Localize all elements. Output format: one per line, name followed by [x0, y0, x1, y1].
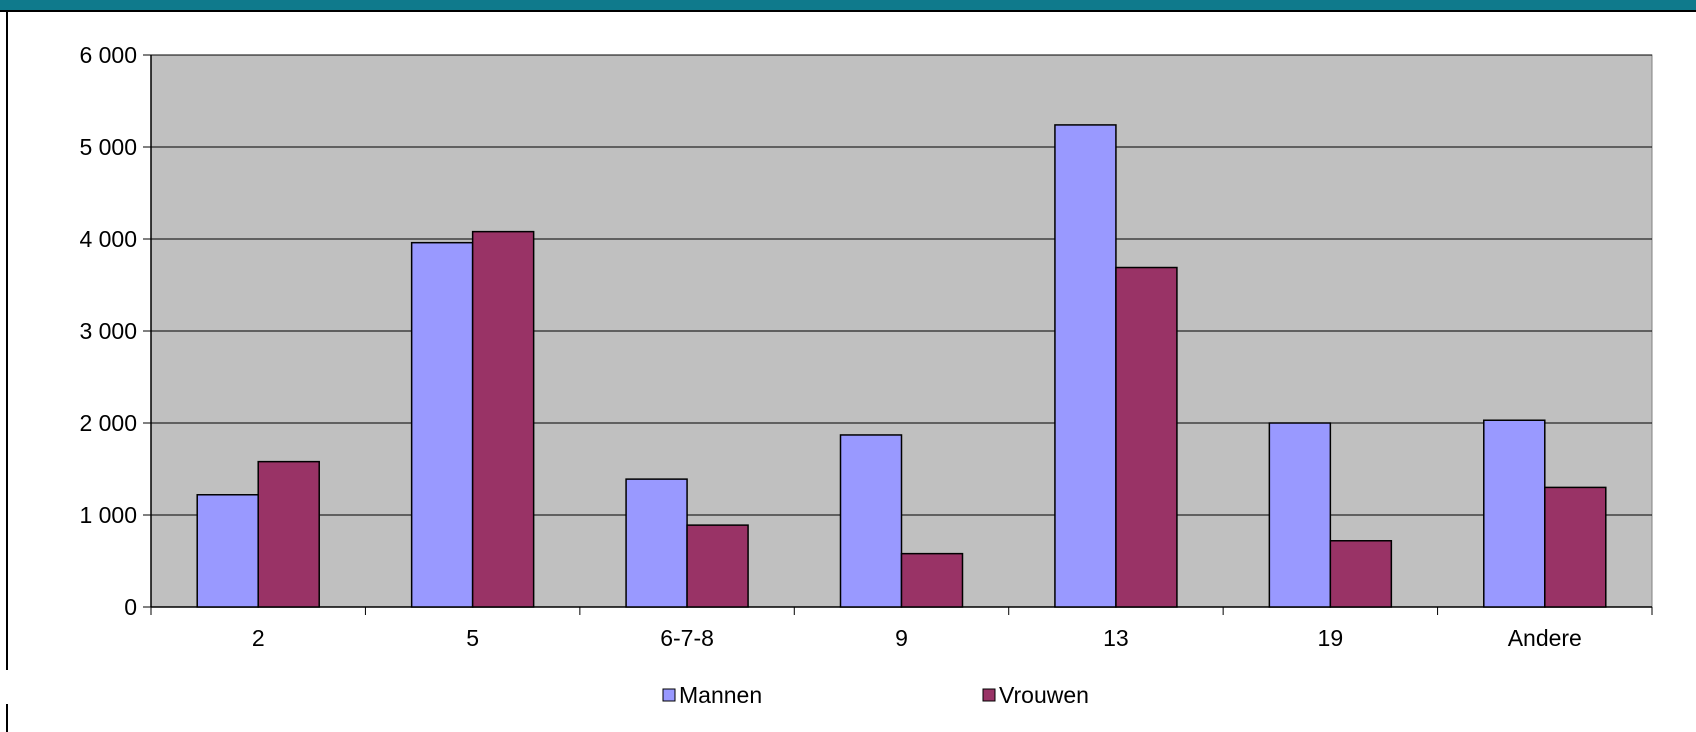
y-tick-label: 5 000	[79, 134, 137, 160]
y-tick-label: 0	[124, 594, 137, 620]
y-tick-label: 1 000	[79, 502, 137, 528]
left-border-rule	[6, 10, 8, 670]
header-band	[0, 0, 1696, 10]
legend-label-mannen: Mannen	[679, 682, 762, 708]
bar-vrouwen	[1115, 266, 1178, 608]
y-tick-label: 6 000	[79, 42, 137, 68]
x-tick-label: 2	[252, 625, 265, 651]
x-tick-label: 6-7-8	[660, 625, 714, 651]
bar-mannen	[1268, 422, 1332, 608]
left-border-rule-lower	[6, 704, 8, 732]
bar-vrouwen	[471, 230, 535, 608]
bar-vrouwen	[686, 524, 749, 608]
bar-mannen	[1483, 419, 1546, 608]
bar-vrouwen	[257, 460, 320, 608]
legend-label-vrouwen: Vrouwen	[999, 682, 1089, 708]
bar-mannen	[196, 494, 259, 608]
bar-vrouwen	[900, 552, 964, 608]
x-tick-label: 13	[1103, 625, 1129, 651]
bar-mannen	[625, 478, 688, 608]
legend-swatch-vrouwen	[982, 688, 996, 702]
header-rule	[0, 10, 1696, 12]
x-tick-label: 5	[466, 625, 479, 651]
bar-mannen	[839, 434, 903, 608]
bar-vrouwen	[1544, 486, 1607, 608]
x-tick-label: 19	[1318, 625, 1344, 651]
bar-mannen	[410, 241, 474, 608]
bar-vrouwen	[1329, 540, 1393, 608]
y-tick-label: 2 000	[79, 410, 137, 436]
y-tick-label: 4 000	[79, 226, 137, 252]
bar-mannen	[1054, 124, 1117, 608]
x-tick-label: 9	[895, 625, 908, 651]
y-tick-label: 3 000	[79, 318, 137, 344]
legend-swatch-mannen	[662, 688, 676, 702]
x-tick-label: Andere	[1508, 625, 1582, 651]
